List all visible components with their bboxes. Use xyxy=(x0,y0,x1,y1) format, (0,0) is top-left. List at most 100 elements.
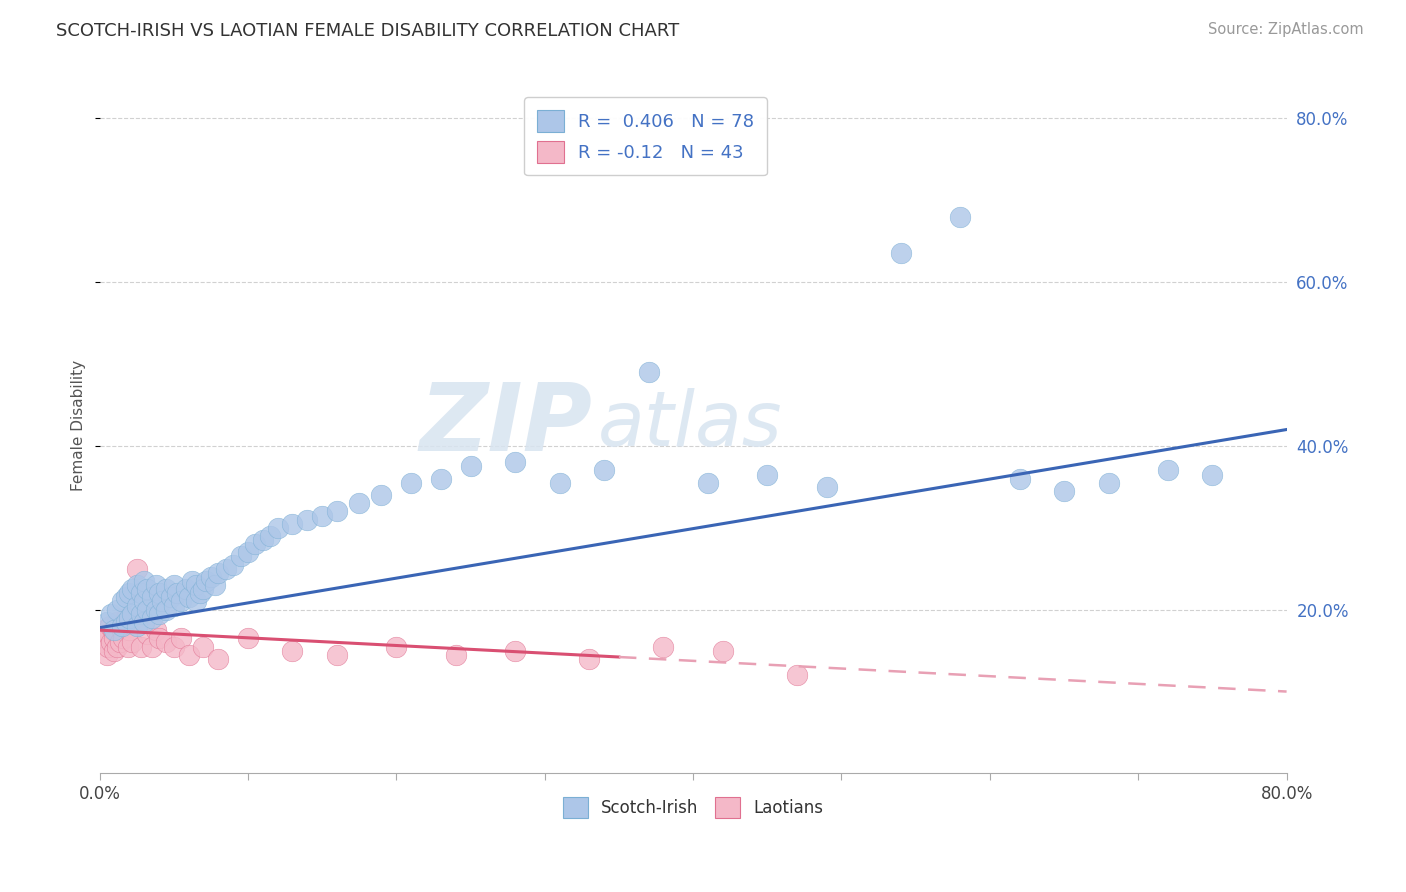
Point xyxy=(96,648,118,662)
Text: atlas: atlas xyxy=(598,388,783,462)
Point xyxy=(118,611,141,625)
Point xyxy=(1097,475,1119,490)
Point xyxy=(145,623,167,637)
Point xyxy=(1157,463,1180,477)
Point xyxy=(166,586,188,600)
Point xyxy=(503,643,526,657)
Point xyxy=(148,586,170,600)
Point xyxy=(101,623,124,637)
Point xyxy=(105,640,128,654)
Point xyxy=(115,615,138,629)
Point xyxy=(111,594,134,608)
Point xyxy=(548,475,571,490)
Point xyxy=(200,570,222,584)
Point xyxy=(105,602,128,616)
Point xyxy=(204,578,226,592)
Point xyxy=(163,578,186,592)
Point xyxy=(121,635,143,649)
Point xyxy=(117,640,139,654)
Point xyxy=(141,611,163,625)
Point xyxy=(132,574,155,588)
Point xyxy=(1008,472,1031,486)
Point xyxy=(281,516,304,531)
Point xyxy=(145,578,167,592)
Point xyxy=(444,648,467,662)
Point xyxy=(236,545,259,559)
Point xyxy=(148,632,170,646)
Point xyxy=(281,643,304,657)
Point xyxy=(222,558,245,572)
Point xyxy=(115,591,138,605)
Point xyxy=(326,504,349,518)
Point xyxy=(1201,467,1223,482)
Point xyxy=(103,623,125,637)
Point xyxy=(125,578,148,592)
Point xyxy=(112,632,135,646)
Point xyxy=(460,459,482,474)
Point xyxy=(593,463,616,477)
Point xyxy=(103,643,125,657)
Point xyxy=(105,615,128,629)
Point xyxy=(132,615,155,629)
Point xyxy=(245,537,267,551)
Point xyxy=(326,648,349,662)
Point xyxy=(193,640,215,654)
Point xyxy=(155,602,177,616)
Point xyxy=(129,607,152,621)
Point xyxy=(155,582,177,597)
Point xyxy=(163,640,186,654)
Point xyxy=(236,632,259,646)
Point xyxy=(184,578,207,592)
Point xyxy=(252,533,274,547)
Point xyxy=(98,619,121,633)
Point xyxy=(711,643,734,657)
Point xyxy=(111,619,134,633)
Point xyxy=(129,640,152,654)
Point xyxy=(193,582,215,597)
Text: Source: ZipAtlas.com: Source: ZipAtlas.com xyxy=(1208,22,1364,37)
Point xyxy=(815,480,838,494)
Point xyxy=(370,488,392,502)
Text: SCOTCH-IRISH VS LAOTIAN FEMALE DISABILITY CORRELATION CHART: SCOTCH-IRISH VS LAOTIAN FEMALE DISABILIT… xyxy=(56,22,679,40)
Point xyxy=(111,623,134,637)
Point xyxy=(170,632,193,646)
Point xyxy=(652,640,675,654)
Point xyxy=(145,602,167,616)
Point xyxy=(118,623,141,637)
Point xyxy=(150,594,173,608)
Point xyxy=(399,475,422,490)
Point xyxy=(96,627,118,641)
Text: ZIP: ZIP xyxy=(419,379,592,472)
Point xyxy=(177,648,200,662)
Point xyxy=(132,594,155,608)
Point xyxy=(266,521,288,535)
Point xyxy=(756,467,779,482)
Point xyxy=(125,562,148,576)
Point xyxy=(385,640,408,654)
Point xyxy=(100,635,122,649)
Point xyxy=(207,566,229,580)
Point xyxy=(1053,483,1076,498)
Point xyxy=(697,475,720,490)
Point xyxy=(159,591,181,605)
Point xyxy=(91,635,114,649)
Point xyxy=(949,210,972,224)
Point xyxy=(259,529,281,543)
Point xyxy=(578,652,600,666)
Point xyxy=(96,615,118,629)
Y-axis label: Female Disability: Female Disability xyxy=(72,359,86,491)
Point xyxy=(163,599,186,613)
Point xyxy=(890,246,912,260)
Point xyxy=(125,619,148,633)
Point xyxy=(174,582,197,597)
Point xyxy=(118,586,141,600)
Point xyxy=(311,508,333,523)
Point xyxy=(136,627,159,641)
Point xyxy=(103,632,125,646)
Point xyxy=(349,496,371,510)
Point xyxy=(177,591,200,605)
Legend: Scotch-Irish, Laotians: Scotch-Irish, Laotians xyxy=(555,790,830,824)
Point xyxy=(229,549,252,564)
Point xyxy=(190,586,212,600)
Point xyxy=(114,615,136,629)
